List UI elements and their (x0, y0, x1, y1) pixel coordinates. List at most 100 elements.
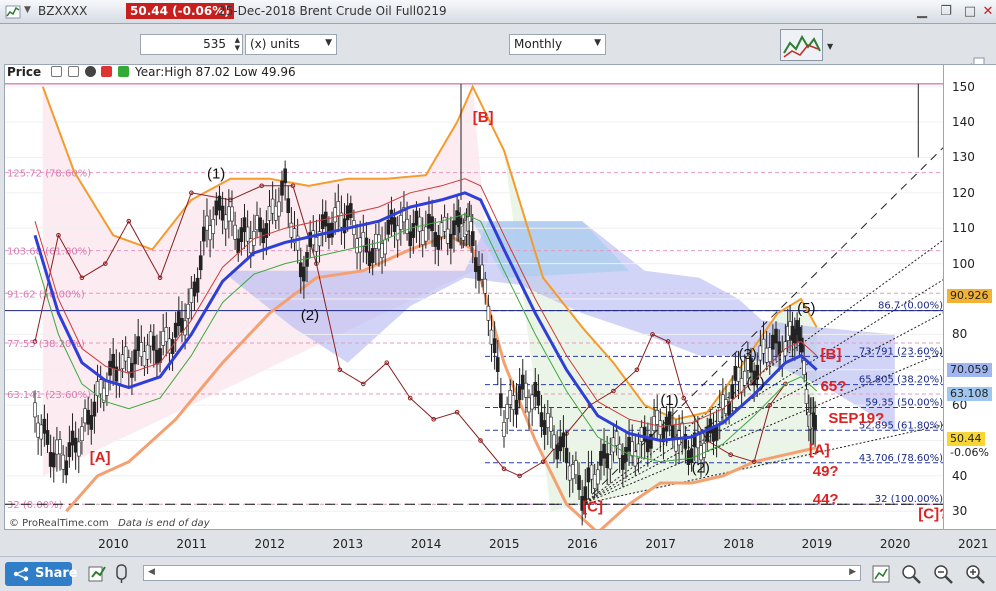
fan-line (581, 341, 970, 505)
minimize-icon[interactable]: ▁ (917, 4, 927, 19)
price-candle (380, 243, 384, 258)
time-scrollbar[interactable]: ◀ ▶ (143, 565, 861, 581)
chart-legend: Price Year:High 87.02 Low 49.96 (7, 65, 296, 81)
price-axis-tick: 130 (952, 150, 975, 165)
momentum-point (259, 183, 264, 189)
price-candle (617, 443, 622, 459)
price-candle (749, 357, 753, 373)
price-candle (80, 426, 84, 441)
price-candle (661, 427, 666, 443)
copyright-text: © ProRealTime.com (9, 518, 109, 529)
retracement-label-right: 73.791 (23.60%) (859, 346, 943, 357)
chevron-down-icon: ▼ (594, 38, 601, 48)
zoom-out-icon[interactable] (932, 563, 954, 585)
units-stepper[interactable]: 535 ▲ ▼ (140, 34, 243, 55)
indicators-button[interactable]: ▼ (780, 29, 834, 61)
price-candle (267, 206, 272, 221)
price-axis-tick: 100 (952, 256, 975, 271)
price-candle (570, 464, 575, 480)
price-candle (289, 222, 294, 238)
price-candle (667, 411, 672, 427)
wave-label: [C]? (918, 505, 943, 522)
retracement-label-right: 43.706 (78.60%) (859, 453, 943, 464)
price-candle (592, 474, 597, 489)
close-window-icon[interactable]: ✕ (982, 4, 994, 19)
price-candle (45, 430, 50, 445)
arrow-down-icon[interactable] (101, 66, 113, 77)
instrument-description: 25-Dec-2018 Brent Crude Oil Full0219 (218, 4, 447, 18)
price-chart[interactable]: 125.72 (78.60%) 103.68 (61.80%) 91.62 (50.… (0, 57, 970, 535)
export-icon[interactable] (86, 563, 108, 585)
price-candle (148, 331, 153, 347)
price-candle (552, 434, 556, 450)
price-candle (392, 217, 397, 232)
price-candle (286, 198, 291, 214)
arrow-up-icon[interactable] (118, 66, 130, 77)
price-candle (142, 351, 147, 367)
symbol-dropdown-icon[interactable]: ▼ (24, 5, 31, 15)
symbol-label[interactable]: BZXXXX (38, 4, 88, 18)
price-candle (702, 442, 706, 458)
scroll-left-icon[interactable]: ◀ (148, 567, 155, 577)
price-candle (283, 168, 287, 184)
price-candle (802, 360, 806, 375)
price-candle (205, 215, 209, 231)
price-candle (761, 338, 766, 354)
period-select-label: Monthly (514, 37, 563, 51)
momentum-point (189, 190, 194, 196)
units-select[interactable]: (x) units ▼ (245, 34, 337, 55)
price-candle (495, 357, 500, 372)
price-candle (542, 420, 547, 435)
units-select-label: (x) units (250, 37, 300, 51)
momentum-point (728, 452, 733, 457)
fan-line (581, 298, 970, 505)
price-candle (483, 278, 488, 294)
bottom-toolbar: Share ◀ ▶ (0, 556, 996, 591)
maximize-icon[interactable]: □ (963, 4, 977, 19)
price-candle (721, 394, 725, 410)
price-candle (439, 222, 444, 238)
price-candle (214, 200, 219, 216)
zoom-in-icon[interactable] (964, 563, 986, 585)
wave-label: (5) (797, 300, 815, 317)
key-icon[interactable] (67, 66, 79, 77)
price-candle (155, 349, 159, 365)
share-button[interactable]: Share (5, 562, 78, 586)
scroll-right-icon[interactable]: ▶ (849, 567, 856, 577)
period-select[interactable]: Monthly ▼ (509, 34, 606, 55)
stepper-arrows-icon[interactable]: ▲ ▼ (234, 36, 240, 52)
momentum-point (337, 367, 343, 373)
time-axis-tick: 2010 (98, 537, 129, 551)
price-candle (198, 255, 203, 271)
price-candle (642, 426, 647, 442)
momentum-point (478, 438, 483, 443)
cursor-tools-icon[interactable] (112, 563, 134, 585)
fit-chart-icon[interactable] (870, 563, 892, 585)
time-axis-tick: 2012 (254, 537, 286, 551)
wrench-icon[interactable] (50, 66, 62, 77)
time-axis-tick: 2020 (879, 537, 911, 551)
retracement-label-right: 86.7 (0.00%) (878, 301, 943, 312)
time-axis-tick: 2016 (567, 537, 598, 551)
price-candle (414, 210, 419, 226)
price-candle (139, 342, 144, 357)
retracement-label-left: 125.72 (78.60%) (7, 169, 91, 180)
wave-label: (1) (660, 392, 678, 409)
zoom-fit-icon[interactable] (900, 563, 922, 585)
price-candle (264, 223, 269, 238)
restore-icon[interactable]: ❐ (940, 4, 952, 19)
price-candle (180, 318, 184, 333)
price-chart-canvas[interactable]: 125.72 (78.60%) 103.68 (61.80%) 91.62 (50.… (0, 57, 970, 535)
price-candle (595, 469, 600, 485)
price-candle (186, 303, 191, 319)
price-candle (705, 426, 710, 442)
price-candle (742, 370, 747, 386)
close-icon[interactable] (84, 66, 96, 77)
chevron-down-icon: ▼ (325, 38, 332, 48)
time-axis[interactable]: 2010 2011 2012 2013 2014 2015 2016 2017 2018 2019… (4, 530, 989, 556)
moving-average-line (33, 191, 818, 443)
price-candle (470, 231, 475, 246)
share-icon (13, 567, 29, 581)
ichimoku-cloud (230, 221, 895, 434)
price-axis[interactable]: 3040506070809010011012013014015090.92670… (944, 64, 996, 530)
